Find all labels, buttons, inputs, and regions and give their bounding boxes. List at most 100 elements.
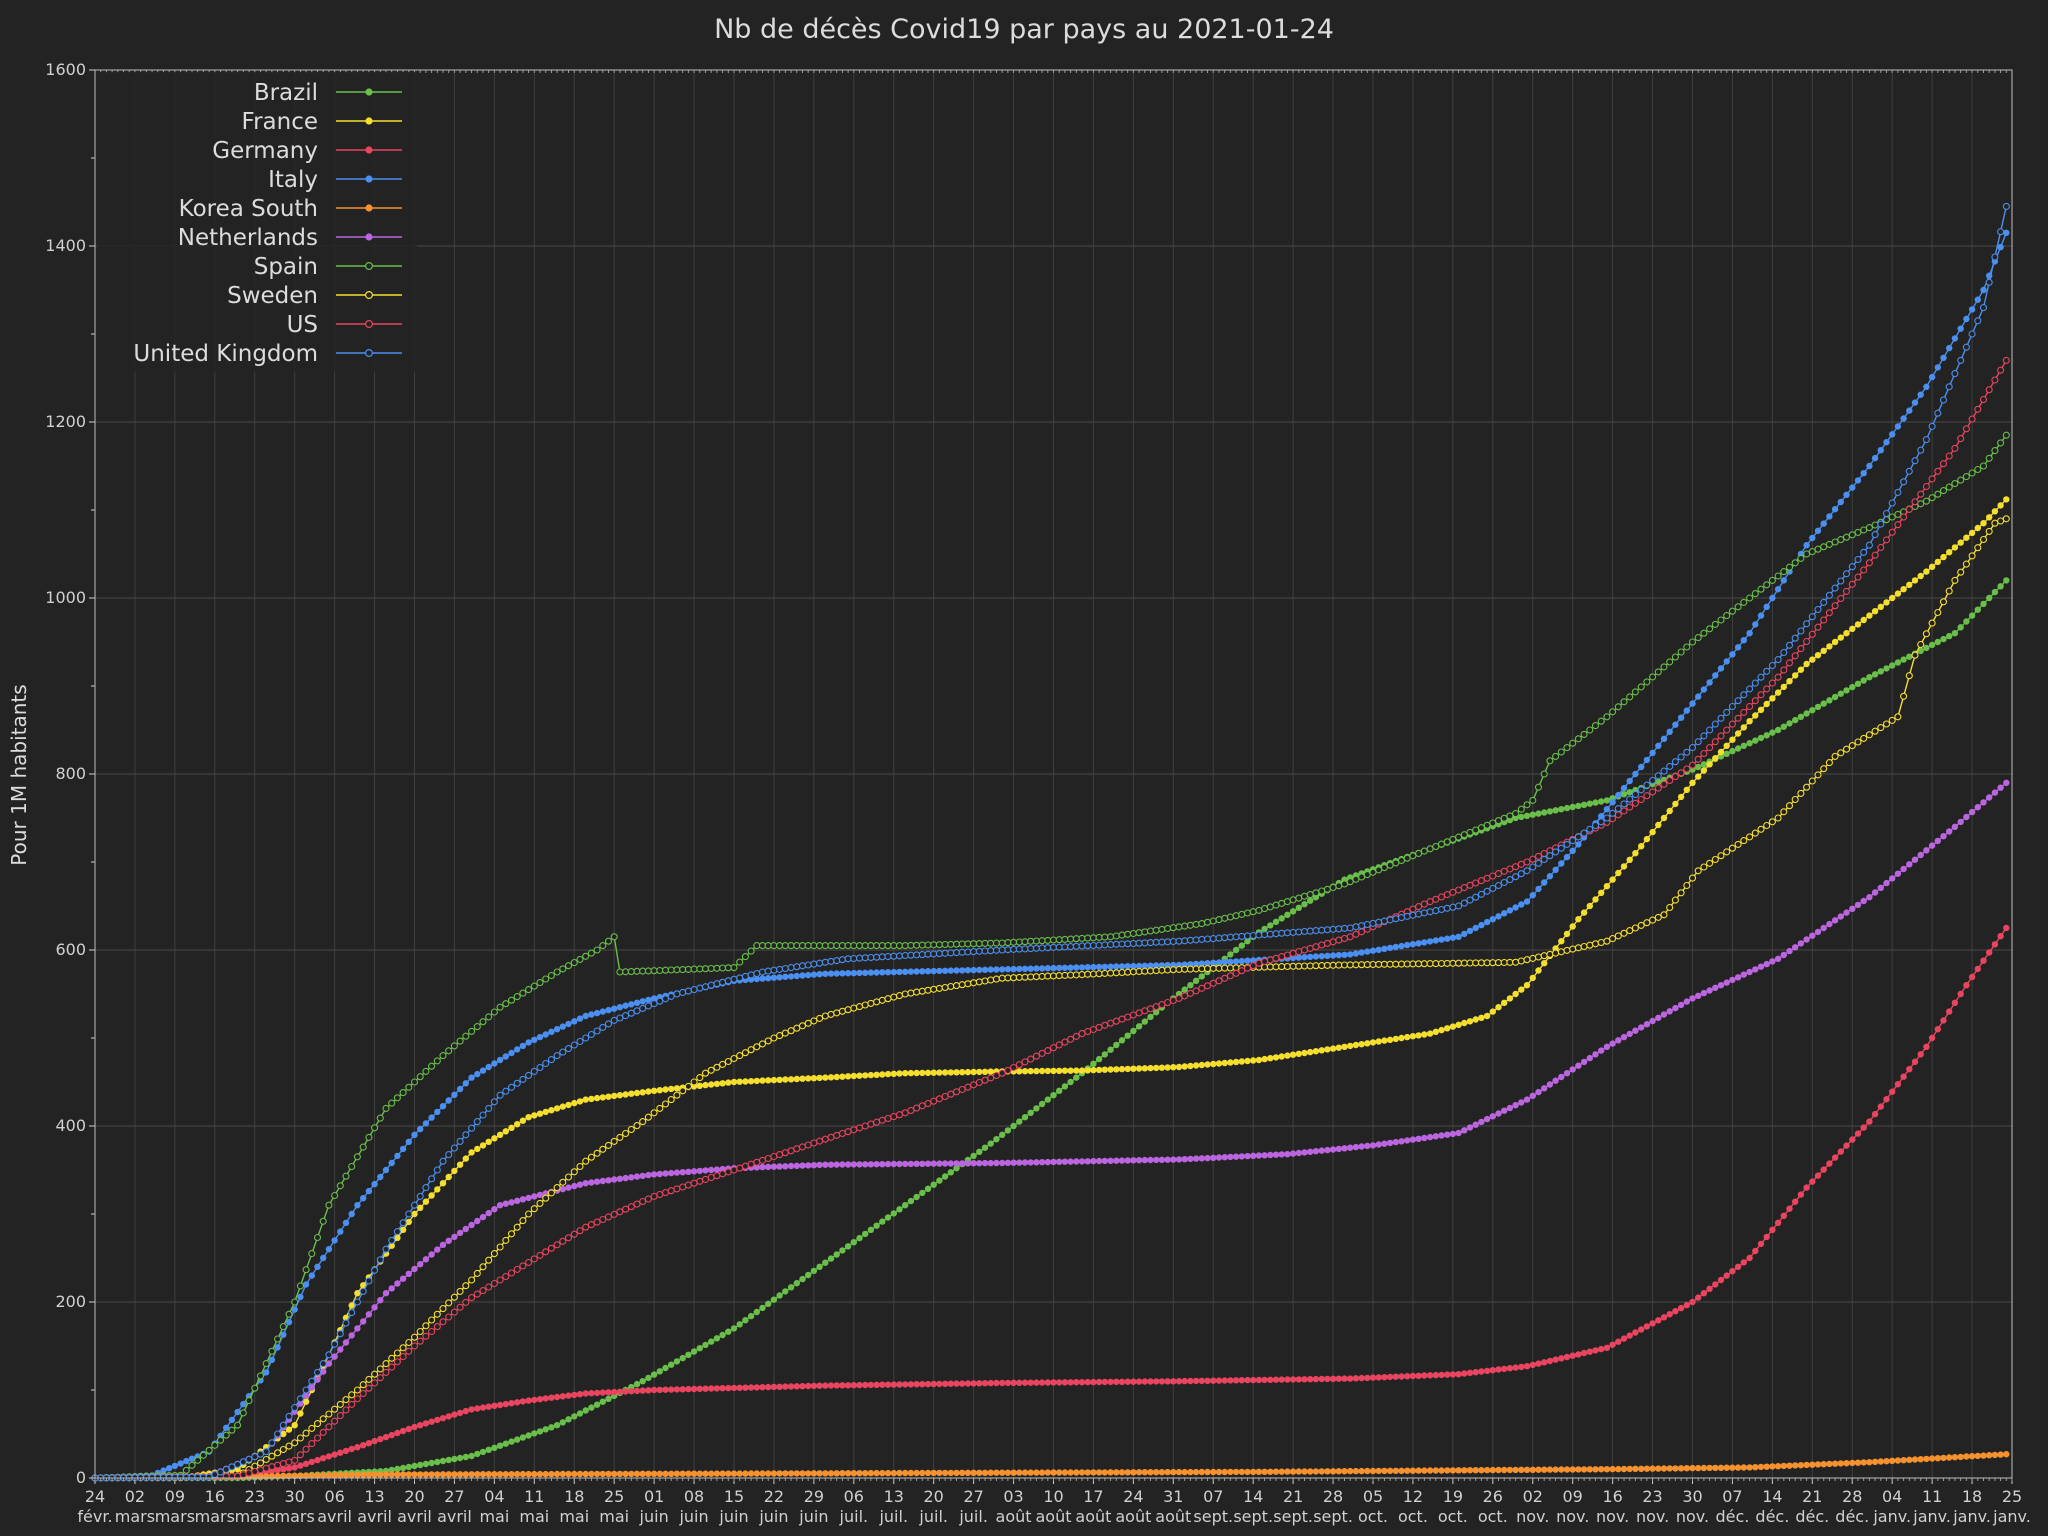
data-point (268, 1452, 276, 1460)
data-point (895, 992, 904, 1000)
data-point (1027, 1055, 1035, 1063)
data-point (1489, 819, 1497, 827)
data-point (1717, 753, 1725, 760)
data-point (827, 1010, 835, 1018)
data-point (902, 1160, 909, 1168)
x-tick-label-month: oct. (1398, 1507, 1428, 1526)
data-point (314, 1472, 321, 1479)
data-point (1238, 1377, 1246, 1384)
data-point (730, 1470, 738, 1477)
data-point (462, 1407, 469, 1415)
data-point (764, 1154, 772, 1163)
data-point (216, 1468, 225, 1476)
data-point (810, 960, 818, 968)
data-point (1506, 1104, 1514, 1112)
data-point (816, 1014, 824, 1022)
data-point (1980, 957, 1987, 964)
data-point (1512, 990, 1519, 998)
data-point (297, 1462, 304, 1469)
data-point (1084, 964, 1091, 971)
data-point (1329, 952, 1337, 959)
data-point (1917, 500, 1925, 508)
data-point (1934, 409, 1942, 417)
data-point (1506, 1365, 1514, 1372)
data-point (1928, 494, 1936, 502)
data-point (1021, 1058, 1029, 1066)
data-point (468, 1074, 475, 1081)
data-point (1717, 1276, 1725, 1284)
data-point (1842, 745, 1851, 753)
data-point (633, 1173, 641, 1180)
data-point (1044, 1158, 1052, 1166)
data-point (1455, 933, 1462, 940)
data-point (1090, 1378, 1097, 1386)
data-point (593, 1027, 601, 1035)
data-point (1192, 977, 1200, 984)
data-point (993, 966, 1000, 973)
data-point (645, 1470, 652, 1478)
data-point (1249, 908, 1257, 916)
data-point (1249, 931, 1257, 940)
data-point (959, 1069, 966, 1076)
data-point (1318, 1047, 1325, 1054)
data-point (650, 1000, 658, 1008)
data-point (417, 1125, 424, 1133)
data-point (879, 969, 886, 976)
data-point (753, 1164, 760, 1171)
data-point (576, 1470, 584, 1478)
data-point (314, 1376, 321, 1383)
data-point (1563, 840, 1571, 848)
data-point (479, 1471, 487, 1478)
data-point (1689, 1464, 1696, 1472)
data-point (1717, 748, 1725, 756)
data-point (1923, 1043, 1930, 1051)
data-point (1871, 727, 1879, 735)
data-point (707, 964, 715, 973)
data-point (1666, 807, 1673, 815)
data-point (1095, 941, 1103, 949)
data-point (1843, 630, 1850, 637)
data-point (1369, 1039, 1377, 1046)
data-point (1181, 992, 1189, 1000)
data-point (1780, 1212, 1788, 1220)
data-point (388, 1285, 395, 1292)
legend-label: Netherlands (178, 225, 318, 251)
data-point (491, 1206, 498, 1213)
data-point (1643, 1465, 1651, 1472)
data-point (1489, 872, 1497, 880)
data-point (661, 966, 670, 974)
data-point (1797, 1462, 1805, 1469)
data-point (1557, 748, 1565, 756)
data-point (679, 988, 687, 997)
data-point (1939, 487, 1948, 495)
data-point (633, 1200, 641, 1208)
data-point (622, 1129, 630, 1138)
data-point (599, 1470, 606, 1478)
data-point (1192, 960, 1200, 968)
data-point (291, 1422, 298, 1429)
data-point (388, 1431, 395, 1439)
data-point (776, 942, 784, 950)
data-point (605, 1395, 612, 1403)
data-point (1300, 927, 1309, 936)
data-point (907, 1160, 915, 1168)
data-point (280, 1331, 287, 1338)
data-point (1495, 913, 1502, 920)
data-point (1888, 716, 1896, 724)
data-point (359, 1389, 367, 1398)
data-point (1842, 570, 1851, 578)
data-point (1364, 1040, 1371, 1047)
data-point (1107, 1469, 1114, 1476)
data-point (1113, 1469, 1120, 1476)
data-point (1923, 644, 1930, 652)
data-point (1820, 924, 1827, 932)
data-point (1552, 949, 1560, 957)
data-point (725, 1470, 732, 1477)
data-point (1056, 1469, 1063, 1476)
data-point (1860, 548, 1868, 556)
data-point (405, 1138, 412, 1146)
data-point (1518, 986, 1525, 993)
data-point (1980, 1452, 1987, 1459)
data-point (633, 999, 641, 1006)
data-point (285, 1426, 293, 1433)
